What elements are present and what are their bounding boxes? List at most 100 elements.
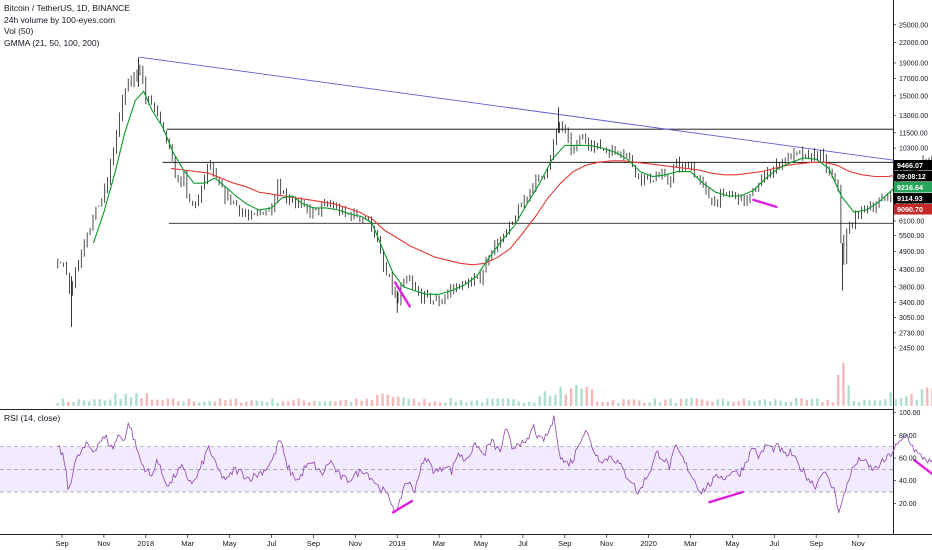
- time-tick-label: Sep: [307, 539, 320, 548]
- time-tick-label: 2018: [137, 539, 154, 548]
- volume-bar: [774, 399, 777, 406]
- volume-bar: [203, 401, 206, 406]
- volume-bar: [166, 398, 169, 406]
- volume-bar: [77, 399, 80, 406]
- volume-bar: [208, 400, 211, 406]
- volume-bar: [695, 398, 698, 406]
- volume-bar: [700, 399, 704, 406]
- volume-bar: [758, 399, 761, 406]
- volume-bar: [88, 401, 91, 406]
- volume-bar: [103, 400, 107, 406]
- volume-bar: [297, 398, 300, 406]
- time-tick-label: Mar: [433, 539, 446, 548]
- chart-legend: Bitcoin / TetherUS, 1D, BINANCE 24h volu…: [4, 3, 130, 49]
- price-tick-label: 11500.00: [899, 130, 928, 137]
- price-tick-label: 2730.00: [899, 330, 924, 337]
- time-tick-label: Nov: [97, 539, 111, 548]
- volume-bar: [805, 399, 808, 406]
- volume-bar: [444, 402, 447, 406]
- volume-bar: [114, 393, 117, 406]
- volume-bar: [308, 402, 311, 406]
- volume-bar: [611, 400, 615, 406]
- volume-bar: [171, 398, 175, 406]
- volume-bar: [816, 398, 819, 406]
- price-label-box: [894, 182, 932, 193]
- rsi-divergence-line: [708, 490, 745, 504]
- volume-bar: [397, 396, 400, 406]
- volume-bar: [742, 398, 746, 406]
- volume-bar: [61, 398, 65, 406]
- volume-bar: [601, 401, 604, 406]
- price-tick-label: 10300.00: [899, 146, 928, 153]
- volume-bar: [884, 399, 887, 406]
- rsi-legend: RSI (14, close): [4, 413, 61, 423]
- volume-bar: [386, 394, 389, 406]
- ema-fast-line: [92, 90, 930, 295]
- volume-bar: [868, 400, 871, 406]
- volume-bar: [250, 400, 253, 406]
- volume-bar: [491, 398, 494, 406]
- volume-bar: [344, 399, 348, 406]
- rsi-tick-label: 100.00: [899, 410, 921, 417]
- grid: [0, 0, 932, 535]
- volume-bar: [402, 397, 405, 406]
- volume-bar: [119, 398, 122, 406]
- price-label-text: 09:08:12: [897, 172, 926, 181]
- volume-bar: [779, 400, 782, 406]
- volume-bar: [889, 392, 892, 406]
- volume-bar: [527, 401, 531, 406]
- volume-bar: [459, 399, 463, 406]
- volume-bar: [433, 400, 437, 406]
- rsi-divergence-line: [391, 499, 414, 514]
- volume-bar: [690, 398, 693, 406]
- volume-bar: [349, 401, 353, 406]
- volume-bar: [292, 399, 295, 406]
- price-label-text: 9216.64: [897, 183, 923, 192]
- volume-bar: [517, 401, 520, 406]
- volume-bar: [156, 399, 159, 406]
- price-labels: 9466.07 09:08:12 9216.64 9114.93 9090.70: [894, 160, 932, 215]
- rsi-divergence-line: [913, 459, 932, 476]
- volume-bar: [271, 398, 274, 406]
- descending-trendline: [139, 56, 910, 163]
- volume-bar: [653, 398, 657, 406]
- volume-bar: [658, 402, 662, 406]
- volume-bar: [706, 400, 709, 406]
- volume-bar: [826, 399, 829, 406]
- volume-bar: [475, 400, 479, 406]
- moving-averages: [57, 90, 932, 515]
- legend-title: Bitcoin / TetherUS, 1D, BINANCE: [4, 3, 130, 13]
- price-tick-label: 15000.00: [899, 93, 928, 100]
- rsi-tick-label: 40.00: [899, 478, 917, 485]
- volume-bar: [470, 400, 473, 406]
- price-series: [57, 57, 932, 327]
- legend-gmma: GMMA (21, 50, 100, 200): [4, 37, 100, 48]
- volume-bar: [821, 402, 824, 406]
- volume-bar: [93, 399, 96, 406]
- price-tick-label: 19000.00: [899, 60, 928, 67]
- volume-bar: [852, 400, 856, 406]
- volume-bar: [218, 398, 222, 406]
- price-tick-label: 25000.00: [899, 22, 928, 29]
- volume-bar: [810, 398, 814, 406]
- volume-bar: [894, 399, 898, 406]
- price-label-text: 9090.70: [897, 205, 923, 214]
- volume-bar: [836, 374, 840, 406]
- volume-bar: [711, 401, 714, 406]
- volume-bar: [239, 402, 243, 406]
- volume-bar: [543, 391, 547, 406]
- volume-bar: [135, 393, 138, 406]
- price-tick-label: 5500.00: [899, 233, 924, 240]
- volume-bar: [323, 401, 327, 406]
- price-tick-label: 13000.00: [899, 113, 928, 120]
- time-tick-label: May: [223, 539, 237, 548]
- legend-vol: Vol (50): [4, 26, 34, 36]
- volume-bar: [339, 400, 342, 406]
- volume-bar: [449, 398, 452, 406]
- volume-bar: [124, 393, 128, 406]
- time-tick-label: Sep: [558, 539, 571, 548]
- time-tick-label: Nov: [851, 539, 865, 548]
- volume-bar: [753, 401, 756, 406]
- volume-bar: [72, 401, 75, 406]
